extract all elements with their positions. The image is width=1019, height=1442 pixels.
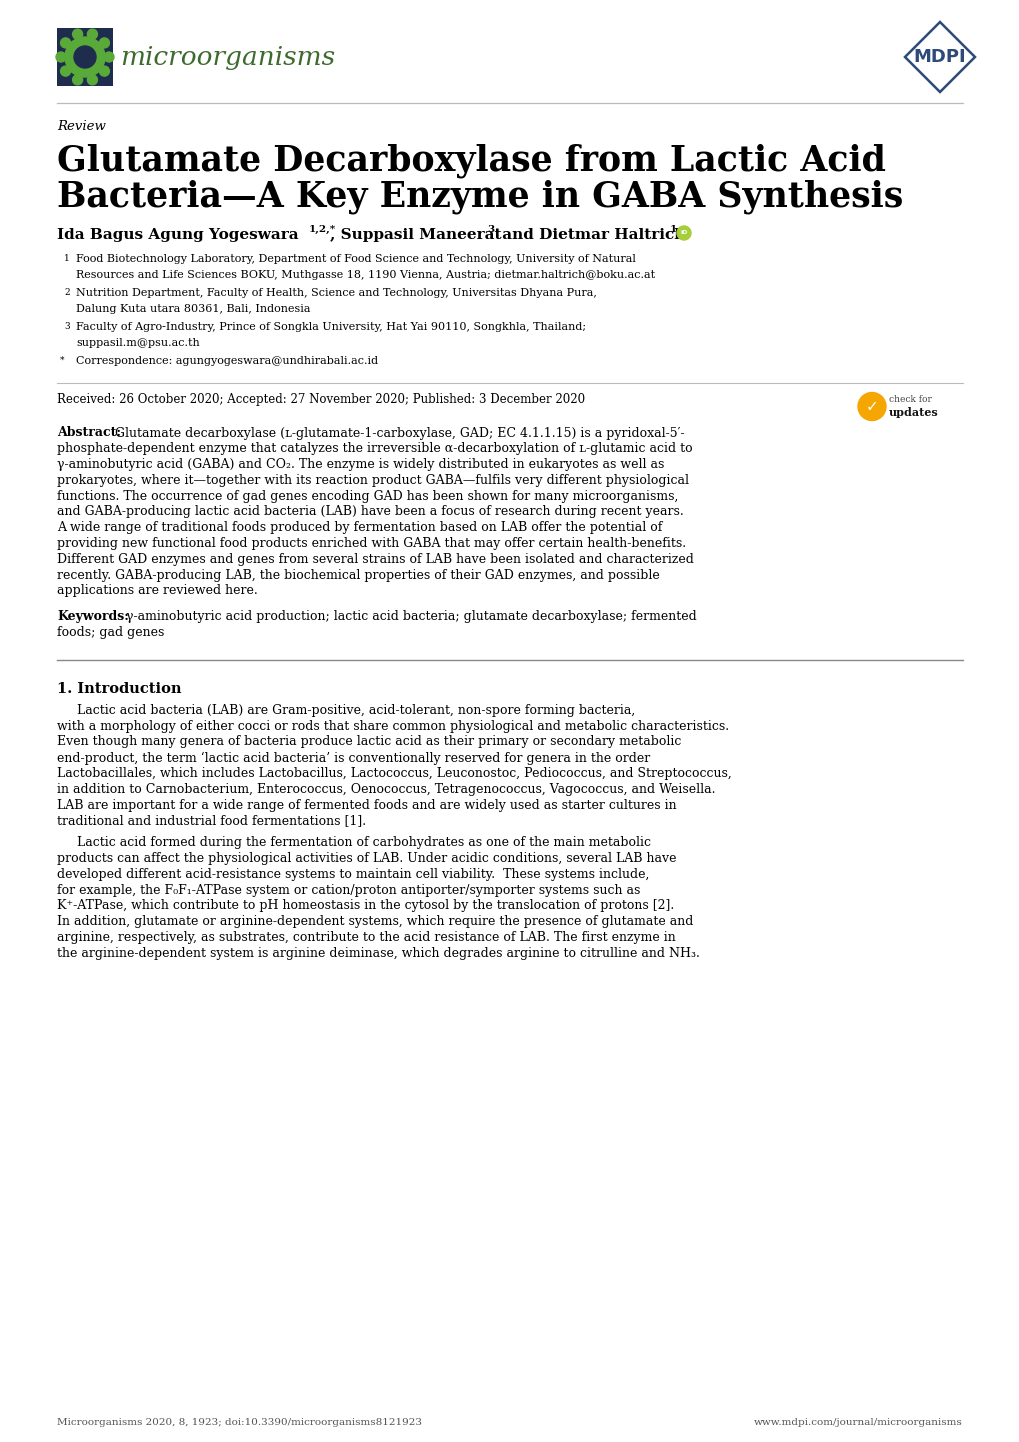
Text: with a morphology of either cocci or rods that share common physiological and me: with a morphology of either cocci or rod… bbox=[57, 720, 729, 733]
Text: the arginine-dependent system is arginine deiminase, which degrades arginine to : the arginine-dependent system is arginin… bbox=[57, 947, 699, 960]
Text: *: * bbox=[60, 356, 64, 365]
Circle shape bbox=[72, 75, 83, 85]
Circle shape bbox=[88, 75, 98, 85]
Text: arginine, respectively, as substrates, contribute to the acid resistance of LAB.: arginine, respectively, as substrates, c… bbox=[57, 932, 676, 945]
Text: 3: 3 bbox=[486, 225, 493, 234]
Text: , Suppasil Maneerat: , Suppasil Maneerat bbox=[330, 228, 501, 242]
Text: Bacteria—A Key Enzyme in GABA Synthesis: Bacteria—A Key Enzyme in GABA Synthesis bbox=[57, 180, 903, 215]
Text: Different GAD enzymes and genes from several strains of LAB have been isolated a: Different GAD enzymes and genes from sev… bbox=[57, 552, 693, 565]
Text: in addition to Carnobacterium, Enterococcus, Oenococcus, Tetragenococcus, Vagoco: in addition to Carnobacterium, Enterococ… bbox=[57, 783, 714, 796]
Text: γ-aminobutyric acid production; lactic acid bacteria; glutamate decarboxylase; f: γ-aminobutyric acid production; lactic a… bbox=[126, 610, 696, 623]
Text: Lactobacillales, which includes Lactobacillus, Lactococcus, Leuconostoc, Pedioco: Lactobacillales, which includes Lactobac… bbox=[57, 767, 731, 780]
Circle shape bbox=[88, 29, 98, 39]
Text: foods; gad genes: foods; gad genes bbox=[57, 626, 164, 639]
Text: 3: 3 bbox=[64, 322, 69, 332]
Text: developed different acid-resistance systems to maintain cell viability.  These s: developed different acid-resistance syst… bbox=[57, 868, 649, 881]
Circle shape bbox=[104, 52, 114, 62]
Text: products can affect the physiological activities of LAB. Under acidic conditions: products can affect the physiological ac… bbox=[57, 852, 676, 865]
Text: 1. Introduction: 1. Introduction bbox=[57, 682, 181, 696]
Text: In addition, glutamate or arginine-dependent systems, which require the presence: In addition, glutamate or arginine-depen… bbox=[57, 916, 693, 929]
Circle shape bbox=[60, 37, 70, 48]
Text: Nutrition Department, Faculty of Health, Science and Technology, Universitas Dhy: Nutrition Department, Faculty of Health,… bbox=[76, 288, 596, 298]
Text: Received: 26 October 2020; Accepted: 27 November 2020; Published: 3 December 202: Received: 26 October 2020; Accepted: 27 … bbox=[57, 392, 585, 405]
Text: Dalung Kuta utara 80361, Bali, Indonesia: Dalung Kuta utara 80361, Bali, Indonesia bbox=[76, 303, 310, 313]
Text: Even though many genera of bacteria produce lactic acid as their primary or seco: Even though many genera of bacteria prod… bbox=[57, 735, 681, 748]
Circle shape bbox=[72, 29, 83, 39]
Text: LAB are important for a wide range of fermented foods and are widely used as sta: LAB are important for a wide range of fe… bbox=[57, 799, 676, 812]
Text: 2: 2 bbox=[64, 288, 69, 297]
Circle shape bbox=[65, 37, 105, 76]
Text: Microorganisms 2020, 8, 1923; doi:10.3390/microorganisms8121923: Microorganisms 2020, 8, 1923; doi:10.339… bbox=[57, 1417, 422, 1428]
Circle shape bbox=[99, 37, 109, 48]
Circle shape bbox=[857, 392, 886, 421]
Text: Lactic acid bacteria (LAB) are Gram-positive, acid-tolerant, non-spore forming b: Lactic acid bacteria (LAB) are Gram-posi… bbox=[76, 704, 635, 717]
Text: end-product, the term ‘lactic acid bacteria’ is conventionally reserved for gene: end-product, the term ‘lactic acid bacte… bbox=[57, 751, 650, 764]
Circle shape bbox=[99, 66, 109, 76]
Text: 1,2,*: 1,2,* bbox=[309, 225, 336, 234]
Text: Food Biotechnology Laboratory, Department of Food Science and Technology, Univer: Food Biotechnology Laboratory, Departmen… bbox=[76, 254, 635, 264]
Text: Faculty of Agro-Industry, Prince of Songkla University, Hat Yai 90110, Songkhla,: Faculty of Agro-Industry, Prince of Song… bbox=[76, 322, 586, 332]
Text: 1: 1 bbox=[64, 254, 69, 262]
Text: Resources and Life Sciences BOKU, Muthgasse 18, 1190 Vienna, Austria; dietmar.ha: Resources and Life Sciences BOKU, Muthga… bbox=[76, 270, 654, 280]
Text: www.mdpi.com/journal/microorganisms: www.mdpi.com/journal/microorganisms bbox=[753, 1417, 962, 1428]
FancyBboxPatch shape bbox=[57, 27, 113, 87]
Text: K⁺-ATPase, which contribute to pH homeostasis in the cytosol by the translocatio: K⁺-ATPase, which contribute to pH homeos… bbox=[57, 900, 674, 913]
Text: Abstract:: Abstract: bbox=[57, 427, 121, 440]
Text: traditional and industrial food fermentations [1].: traditional and industrial food fermenta… bbox=[57, 815, 366, 828]
Text: providing new functional food products enriched with GABA that may offer certain: providing new functional food products e… bbox=[57, 536, 686, 549]
Text: A wide range of traditional foods produced by fermentation based on LAB offer th: A wide range of traditional foods produc… bbox=[57, 522, 661, 535]
Text: iD: iD bbox=[680, 231, 687, 235]
Circle shape bbox=[677, 226, 690, 239]
Text: updates: updates bbox=[889, 407, 937, 418]
Text: MDPI: MDPI bbox=[913, 48, 965, 66]
Text: Lactic acid formed during the fermentation of carbohydrates as one of the main m: Lactic acid formed during the fermentati… bbox=[76, 836, 650, 849]
Text: functions. The occurrence of gad genes encoding GAD has been shown for many micr: functions. The occurrence of gad genes e… bbox=[57, 490, 678, 503]
Text: 1: 1 bbox=[669, 225, 677, 234]
Text: γ-aminobutyric acid (GABA) and CO₂. The enzyme is widely distributed in eukaryot: γ-aminobutyric acid (GABA) and CO₂. The … bbox=[57, 459, 663, 472]
Text: prokaryotes, where it—together with its reaction product GABA—fulfils very diffe: prokaryotes, where it—together with its … bbox=[57, 474, 688, 487]
Text: ✓: ✓ bbox=[865, 399, 877, 414]
Text: suppasil.m@psu.ac.th: suppasil.m@psu.ac.th bbox=[76, 337, 200, 348]
Text: microorganisms: microorganisms bbox=[120, 45, 335, 69]
Text: Glutamate Decarboxylase from Lactic Acid: Glutamate Decarboxylase from Lactic Acid bbox=[57, 143, 886, 177]
Text: Review: Review bbox=[57, 120, 106, 133]
Circle shape bbox=[60, 66, 70, 76]
Text: recently. GABA-producing LAB, the biochemical properties of their GAD enzymes, a: recently. GABA-producing LAB, the bioche… bbox=[57, 568, 659, 581]
Circle shape bbox=[74, 46, 96, 68]
Text: and Dietmar Haltrich: and Dietmar Haltrich bbox=[496, 228, 685, 242]
Text: check for: check for bbox=[889, 395, 931, 405]
Circle shape bbox=[56, 52, 66, 62]
Text: for example, the F₀F₁-ATPase system or cation/proton antiporter/symporter system: for example, the F₀F₁-ATPase system or c… bbox=[57, 884, 640, 897]
Text: Correspondence: agungyogeswara@undhirabali.ac.id: Correspondence: agungyogeswara@undhiraba… bbox=[76, 356, 378, 366]
Text: Glutamate decarboxylase (ʟ-glutamate-1-carboxylase, GAD; EC 4.1.1.15) is a pyrid: Glutamate decarboxylase (ʟ-glutamate-1-c… bbox=[115, 427, 684, 440]
Text: applications are reviewed here.: applications are reviewed here. bbox=[57, 584, 258, 597]
Text: phosphate-dependent enzyme that catalyzes the irreversible α-decarboxylation of : phosphate-dependent enzyme that catalyze… bbox=[57, 443, 692, 456]
Text: and GABA-producing lactic acid bacteria (LAB) have been a focus of research duri: and GABA-producing lactic acid bacteria … bbox=[57, 506, 683, 519]
Text: Ida Bagus Agung Yogeswara: Ida Bagus Agung Yogeswara bbox=[57, 228, 299, 242]
Text: Keywords:: Keywords: bbox=[57, 610, 128, 623]
